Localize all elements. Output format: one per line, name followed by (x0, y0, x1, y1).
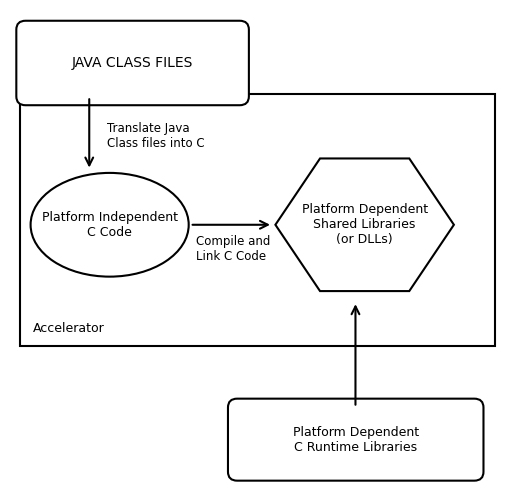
FancyBboxPatch shape (228, 399, 483, 481)
Text: Platform Independent
C Code: Platform Independent C Code (42, 211, 177, 239)
Bar (20, 94, 494, 346)
Text: Translate Java
Class files into C: Translate Java Class files into C (107, 122, 204, 150)
Text: Platform Dependent
Shared Libraries
(or DLLs): Platform Dependent Shared Libraries (or … (301, 203, 427, 247)
Text: Platform Dependent
C Runtime Libraries: Platform Dependent C Runtime Libraries (292, 426, 418, 453)
Text: Accelerator: Accelerator (33, 322, 105, 335)
FancyBboxPatch shape (16, 21, 248, 105)
Text: JAVA CLASS FILES: JAVA CLASS FILES (72, 56, 193, 70)
Ellipse shape (31, 173, 188, 277)
Text: Compile and
Link C Code: Compile and Link C Code (196, 236, 270, 263)
Polygon shape (275, 159, 453, 291)
